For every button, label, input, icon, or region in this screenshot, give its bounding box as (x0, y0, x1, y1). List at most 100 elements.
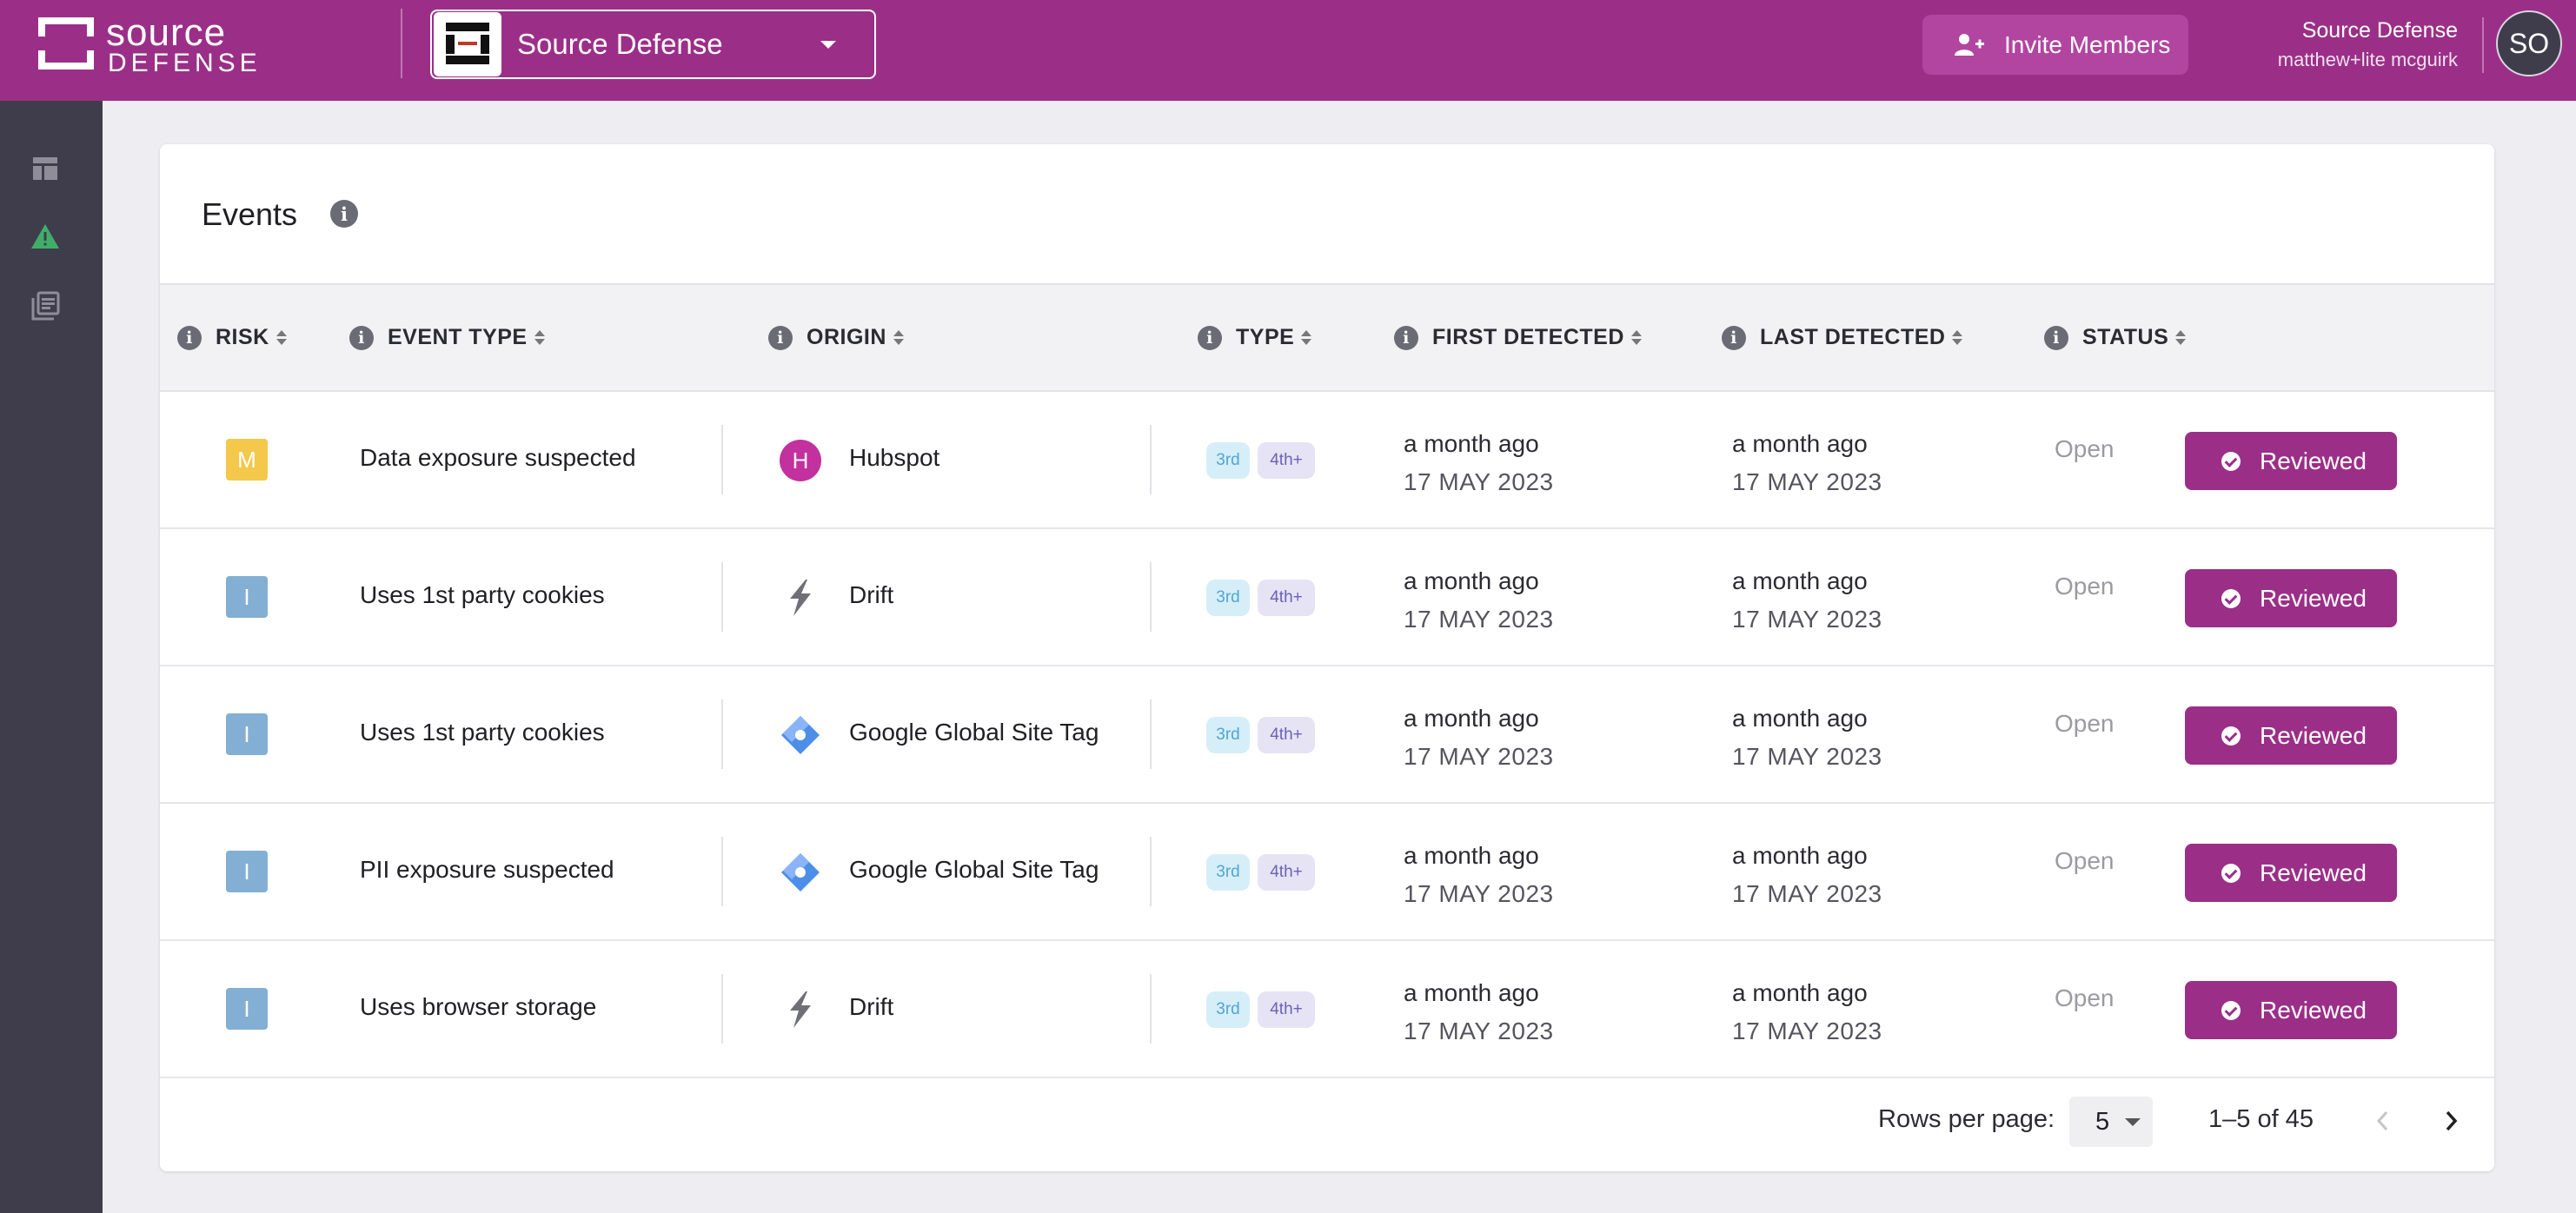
column-header-status[interactable]: i STATUS (2044, 285, 2187, 390)
tag-4th-party: 4th+ (1258, 854, 1315, 891)
reviewed-button[interactable]: Reviewed (2185, 844, 2397, 902)
sort-icon[interactable] (2175, 330, 2187, 345)
user-organization: Source Defense (2301, 18, 2458, 43)
previous-page-button[interactable] (2364, 1102, 2402, 1140)
status-text: Open (2055, 710, 2115, 737)
reviewed-button[interactable]: Reviewed (2185, 569, 2397, 627)
reviewed-button[interactable]: Reviewed (2185, 432, 2397, 490)
first-detected-date: 17 MAY 2023 (1404, 468, 1554, 495)
event-type-cell: Uses 1st party cookies (360, 581, 605, 608)
info-icon[interactable]: i (330, 200, 358, 228)
last-detected-date: 17 MAY 2023 (1732, 606, 1882, 633)
info-icon[interactable]: i (2044, 325, 2068, 350)
divider (1150, 699, 1152, 769)
divider (1150, 837, 1152, 906)
column-label: ORIGIN (807, 325, 886, 349)
column-header-last-detected[interactable]: i LAST DETECTED (1722, 285, 1963, 390)
page-title: Events (202, 196, 298, 232)
risk-badge: I (226, 713, 268, 755)
dashboard-icon[interactable] (30, 153, 61, 184)
reviewed-label: Reviewed (2260, 721, 2367, 749)
column-header-risk[interactable]: i RISK (177, 285, 287, 390)
sort-icon[interactable] (1630, 330, 1642, 345)
table-row[interactable]: I PII exposure suspected Google Global S… (160, 804, 2494, 941)
table-row[interactable]: I Uses 1st party cookies Drift 3rd 4th+ … (160, 529, 2494, 666)
info-icon[interactable]: i (1722, 325, 1746, 350)
sort-icon[interactable] (1301, 330, 1312, 345)
info-icon[interactable]: i (1394, 325, 1418, 350)
column-header-first-detected[interactable]: i FIRST DETECTED (1394, 285, 1642, 390)
table-row[interactable]: M Data exposure suspected H Hubspot 3rd … (160, 392, 2494, 529)
next-page-button[interactable] (2432, 1102, 2470, 1140)
column-header-origin[interactable]: i ORIGIN (768, 285, 904, 390)
info-icon[interactable]: i (177, 325, 202, 350)
last-detected-date: 17 MAY 2023 (1732, 880, 1882, 907)
reviewed-label: Reviewed (2260, 996, 2367, 1024)
chevron-right-icon (2446, 1110, 2458, 1131)
user-info[interactable]: Source Defense matthew+lite mcguirk (2278, 16, 2458, 75)
divider (721, 837, 723, 906)
rows-per-page-value: 5 (2095, 1107, 2110, 1136)
column-header-event-type[interactable]: i EVENT TYPE (349, 285, 545, 390)
first-detected-date: 17 MAY 2023 (1404, 1017, 1554, 1044)
column-label: TYPE (1236, 325, 1295, 349)
source-defense-logo[interactable]: source DEFENSE (38, 14, 257, 76)
divider (1150, 974, 1152, 1044)
status-text: Open (2055, 573, 2115, 600)
event-type-cell: Uses 1st party cookies (360, 719, 605, 746)
first-detected-relative: a month ago (1404, 567, 1539, 594)
reports-icon[interactable] (30, 290, 61, 321)
sort-icon[interactable] (893, 330, 904, 345)
column-label: RISK (216, 325, 269, 349)
first-detected-relative: a month ago (1404, 842, 1539, 869)
reviewed-button[interactable]: Reviewed (2185, 706, 2397, 765)
invite-members-label: Invite Members (2004, 30, 2171, 58)
tag-3rd-party: 3rd (1206, 580, 1250, 616)
avatar[interactable]: SO (2496, 10, 2562, 76)
sort-icon[interactable] (534, 330, 545, 345)
sort-icon[interactable] (1952, 330, 1963, 345)
tag-4th-party: 4th+ (1258, 991, 1315, 1028)
column-label: FIRST DETECTED (1432, 325, 1624, 349)
first-detected-relative: a month ago (1404, 430, 1539, 457)
alert-icon[interactable] (30, 221, 61, 252)
table-row[interactable]: I Uses browser storage Drift 3rd 4th+ a … (160, 941, 2494, 1078)
divider (1150, 562, 1152, 632)
last-detected-date: 17 MAY 2023 (1732, 743, 1882, 770)
reviewed-label: Reviewed (2260, 584, 2367, 612)
info-icon[interactable]: i (349, 325, 374, 350)
hubspot-icon: H (779, 439, 822, 482)
chevron-left-icon (2376, 1110, 2388, 1131)
last-detected-date: 17 MAY 2023 (1732, 1017, 1882, 1044)
column-label: STATUS (2082, 325, 2169, 349)
check-circle-icon (2221, 588, 2241, 608)
last-detected-cell: a month ago 17 MAY 2023 (1732, 425, 1882, 501)
tag-3rd-party: 3rd (1206, 442, 1250, 479)
sort-icon[interactable] (276, 330, 287, 345)
check-circle-icon (2221, 863, 2241, 883)
invite-members-button[interactable]: Invite Members (1922, 15, 2188, 75)
risk-badge: I (226, 576, 268, 618)
divider (721, 562, 723, 632)
check-circle-icon (2221, 451, 2241, 471)
rows-per-page-select[interactable]: 5 (2069, 1097, 2153, 1147)
column-header-type[interactable]: i TYPE (1198, 285, 1312, 390)
caret-down-icon (2125, 1117, 2141, 1126)
last-detected-relative: a month ago (1732, 979, 1868, 1006)
origin-cell: Google Global Site Tag (849, 856, 1099, 883)
last-detected-cell: a month ago 17 MAY 2023 (1732, 699, 1882, 776)
info-icon[interactable]: i (768, 325, 793, 350)
organization-select[interactable]: Source Defense (430, 10, 876, 79)
last-detected-relative: a month ago (1732, 705, 1868, 732)
tag-4th-party: 4th+ (1258, 717, 1315, 753)
risk-badge: M (226, 439, 268, 481)
info-icon[interactable]: i (1198, 325, 1222, 350)
first-detected-cell: a month ago 17 MAY 2023 (1404, 562, 1554, 639)
column-label: LAST DETECTED (1760, 325, 1946, 349)
table-row[interactable]: I Uses 1st party cookies Google Global S… (160, 666, 2494, 804)
table-header: i RISK i EVENT TYPE i ORIGIN i TYPE i FI… (160, 283, 2494, 392)
pagination: Rows per page: 5 1–5 of 45 (160, 1077, 2494, 1171)
reviewed-button[interactable]: Reviewed (2185, 981, 2397, 1039)
drift-icon (779, 576, 822, 620)
reviewed-label: Reviewed (2260, 858, 2367, 886)
